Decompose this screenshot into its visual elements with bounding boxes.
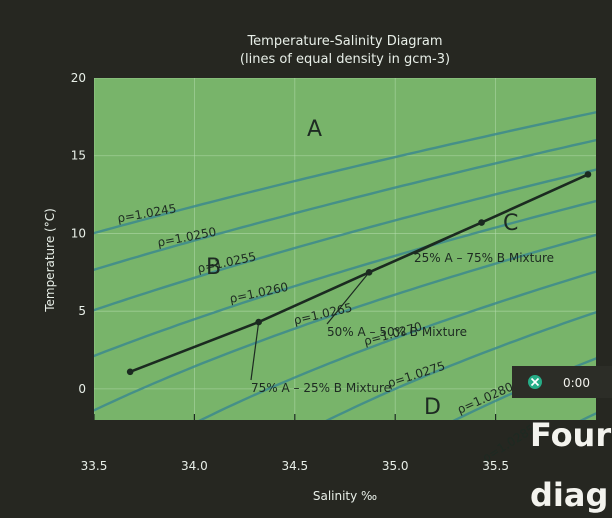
annotation-leader — [250, 321, 260, 381]
isopycnal-curve — [94, 233, 596, 412]
y-axis-ticks: 0 5 10 15 20 — [71, 71, 86, 396]
mixing-point — [584, 171, 592, 178]
y-tick-label: 15 — [71, 149, 86, 163]
chart-subtitle: (lines of equal density in gcm-3) — [240, 52, 450, 67]
isopycnal-curve — [94, 138, 596, 271]
mixture-50-50-label: 50% A – 50% B Mixture — [327, 325, 467, 339]
x-tick-label: 35.0 — [382, 459, 409, 473]
y-tick-label: 10 — [71, 226, 86, 240]
x-tick-label: 33.5 — [81, 459, 108, 473]
isopycnal-curve — [198, 270, 596, 420]
chart-title: Temperature-Salinity Diagram — [246, 34, 442, 49]
video-control-bar[interactable] — [512, 366, 612, 398]
y-tick-label: 5 — [78, 304, 86, 318]
x-axis-title: Salinity ‰ — [313, 489, 377, 503]
isopycnal-curve — [325, 311, 596, 420]
y-tick-label: 0 — [78, 382, 86, 396]
plot-area — [94, 78, 596, 420]
mixing-point — [126, 368, 134, 376]
x-tick-label: 35.5 — [482, 459, 509, 473]
y-tick-label: 20 — [71, 71, 86, 85]
water-mass-label-d: D — [424, 395, 441, 420]
mixture-75-25-label: 75% A – 25% B Mixture — [251, 381, 391, 395]
water-mass-label-b: B — [206, 255, 221, 280]
video-time: 0:00 — [563, 376, 590, 390]
slide-side-text-2: diag — [530, 476, 608, 514]
y-axis-title: Temperature (°C) — [43, 208, 57, 313]
x-axis-ticks: 33.5 34.0 34.5 35.0 35.5 — [81, 459, 509, 473]
water-mass-label-c: C — [503, 211, 518, 236]
x-tick-label: 34.0 — [181, 459, 208, 473]
mixing-line-series — [126, 171, 592, 381]
isopycnal-curve — [94, 199, 596, 358]
slide-side-text-1: Four — [530, 416, 611, 454]
isopycnal-curve — [94, 168, 596, 312]
close-x-icon — [530, 377, 540, 387]
mixture-25-75-label: 25% A – 75% B Mixture — [414, 251, 554, 265]
annotation-leader — [326, 271, 370, 325]
water-mass-label-a: A — [307, 117, 322, 142]
x-tick-label: 34.5 — [281, 459, 308, 473]
annotation-leader — [413, 222, 482, 255]
isopycnal-curve — [94, 111, 596, 235]
